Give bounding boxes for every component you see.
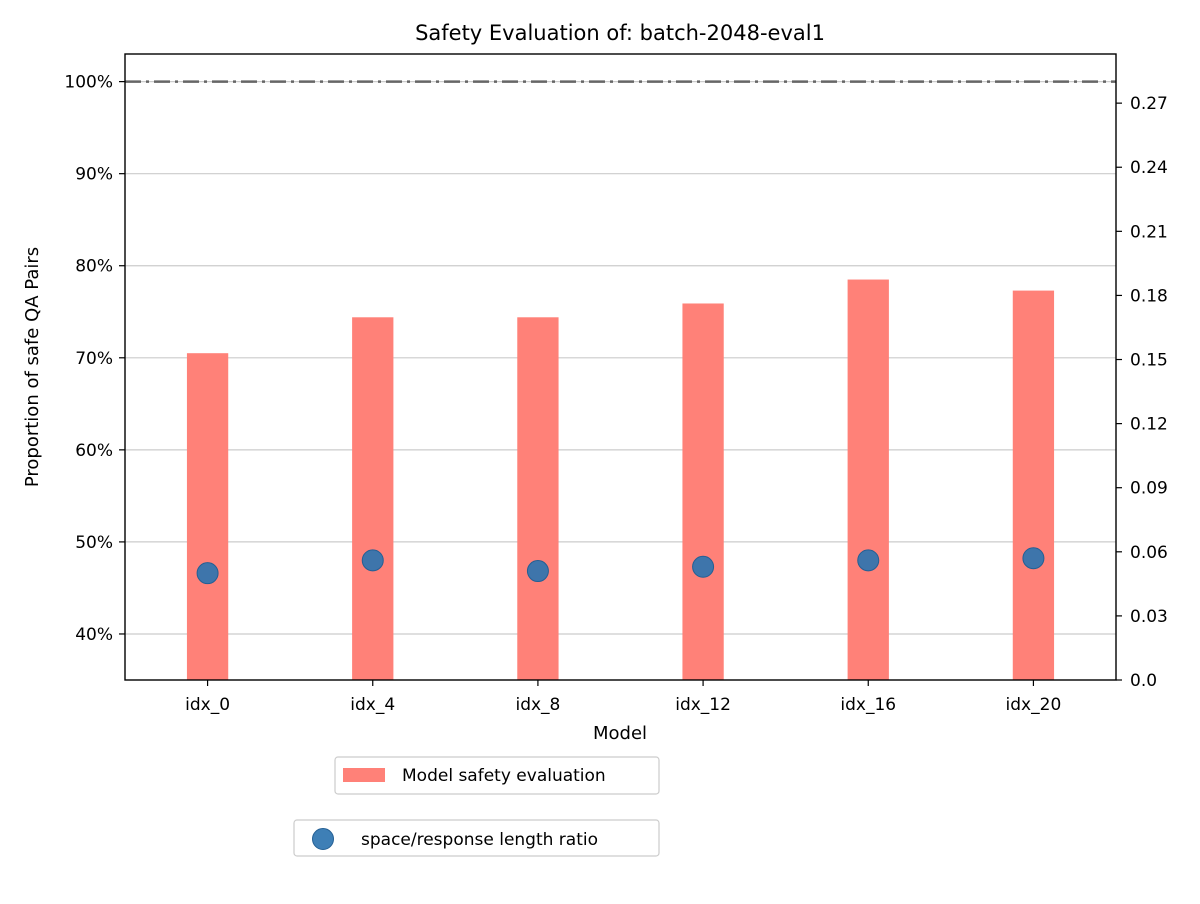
x-tick-label: idx_16	[840, 695, 896, 715]
legend-box	[334, 756, 660, 795]
y-tick-label: 50%	[75, 533, 113, 553]
y2-tick-label: 0.24	[1130, 158, 1168, 178]
y2-tick-label: 0.27	[1130, 94, 1168, 114]
bar	[847, 279, 889, 680]
legend-scatter: space/response length ratio	[293, 819, 660, 857]
y2-tick-label: 0.12	[1130, 415, 1168, 435]
legend-label: space/response length ratio	[361, 830, 598, 850]
scatter-point	[857, 549, 880, 572]
grid-lines	[125, 81, 1116, 635]
y-axis-label: Proportion of safe QA Pairs	[22, 247, 43, 487]
y-tick-label: 70%	[75, 349, 113, 369]
y2-tick-label: 0.21	[1130, 222, 1168, 242]
x-axis-ticks: idx_0 idx_4 idx_8 idx_12 idx_16 idx_20	[185, 680, 1061, 715]
y2-tick-label: 0.03	[1130, 607, 1168, 627]
y2-tick-label: 0.09	[1130, 479, 1168, 499]
x-tick-label: idx_12	[675, 695, 731, 715]
y-tick-label: 40%	[75, 625, 113, 645]
legend-box	[293, 819, 660, 857]
legend-bars: Model safety evaluation	[334, 756, 660, 795]
y2-axis-ticks: 0.0 0.03 0.06 0.09 0.12 0.15 0.18 0.21 0.24 0.27	[1116, 94, 1168, 691]
x-tick-label: idx_4	[350, 695, 395, 715]
y-tick-label: 100%	[64, 73, 113, 93]
bar	[352, 317, 394, 680]
bar-series	[186, 279, 1055, 680]
x-tick-label: idx_20	[1006, 695, 1062, 715]
y-tick-label: 60%	[75, 441, 113, 461]
legend-marker	[312, 828, 334, 850]
y-axis-ticks: 40% 50% 60% 70% 80% 90% 100%	[64, 73, 125, 645]
bar	[186, 353, 229, 680]
bar	[682, 303, 724, 680]
x-axis-label: Model	[593, 723, 647, 744]
legend-label: Model safety evaluation	[402, 766, 606, 786]
legend-swatch	[343, 768, 385, 782]
y2-tick-label: 0.18	[1130, 286, 1168, 306]
scatter-point	[526, 560, 549, 583]
bar	[1012, 290, 1055, 680]
y2-tick-label: 0.0	[1130, 671, 1157, 691]
scatter-point	[361, 549, 384, 572]
y-tick-label: 90%	[75, 165, 113, 185]
scatter-point	[692, 555, 715, 578]
plot-frame	[124, 53, 1117, 681]
x-tick-label: idx_8	[515, 695, 560, 715]
x-tick-label: idx_0	[185, 695, 230, 715]
bar	[517, 317, 559, 680]
scatter-point	[196, 562, 219, 585]
chart-title: Safety Evaluation of: batch-2048-eval1	[415, 21, 825, 45]
scatter-point	[1022, 547, 1045, 570]
scatter-series	[196, 547, 1045, 585]
y-tick-label: 80%	[75, 257, 113, 277]
y2-tick-label: 0.15	[1130, 351, 1168, 371]
y2-tick-label: 0.06	[1130, 543, 1168, 563]
